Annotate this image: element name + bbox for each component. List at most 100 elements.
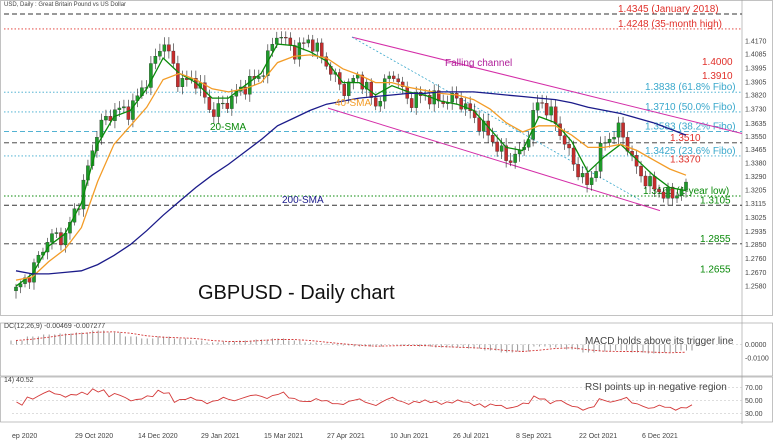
candle-body bbox=[27, 277, 32, 283]
candle-body bbox=[167, 44, 171, 52]
macd-signal-line bbox=[15, 331, 687, 354]
y-tick-label: 1.3115 bbox=[745, 201, 766, 208]
x-tick-label: 27 Apr 2021 bbox=[327, 433, 365, 440]
candle-body bbox=[225, 102, 230, 109]
candle-body bbox=[158, 51, 162, 57]
candle-body bbox=[567, 144, 571, 149]
x-tick-label: 6 Dec 2021 bbox=[642, 433, 678, 440]
candle-body bbox=[248, 76, 252, 95]
y-tick-label: 1.2760 bbox=[745, 256, 767, 263]
candle-body bbox=[508, 160, 513, 163]
candle-body bbox=[675, 195, 679, 199]
rsi-note: RSI points up in negative region bbox=[585, 382, 727, 393]
candle-body bbox=[261, 75, 266, 77]
rsi-tick-label: 70.00 bbox=[745, 385, 763, 392]
candle-body bbox=[589, 177, 594, 185]
x-tick-label: 26 Jul 2021 bbox=[453, 433, 489, 440]
candle-body bbox=[666, 186, 670, 199]
candle-body bbox=[257, 76, 261, 79]
x-tick-label: 10 Jun 2021 bbox=[390, 433, 429, 440]
candle-body bbox=[320, 42, 324, 57]
candle-body bbox=[131, 100, 135, 120]
y-tick-label: 1.3205 bbox=[745, 187, 767, 194]
candle-body bbox=[549, 106, 553, 116]
candle-body bbox=[176, 63, 180, 87]
chart-header: USD, Daily : Great Britain Pound vs US D… bbox=[4, 2, 127, 8]
candle-body bbox=[684, 181, 688, 191]
y-tick-label: 1.3465 bbox=[745, 147, 767, 154]
x-tick-label: ep 2020 bbox=[12, 433, 37, 440]
sma-line-200-sma bbox=[15, 91, 687, 275]
macd-tick-label: -0.0100 bbox=[745, 356, 769, 363]
candle-body bbox=[279, 37, 284, 39]
candle-body bbox=[311, 39, 315, 52]
level-label: 1.4000 bbox=[702, 57, 733, 68]
x-tick-label: 15 Mar 2021 bbox=[264, 433, 303, 440]
y-tick-label: 1.2935 bbox=[745, 229, 767, 236]
level-label: 1.4345 (January 2018) bbox=[618, 4, 719, 15]
candle-body bbox=[117, 107, 122, 110]
candle-body bbox=[387, 75, 391, 79]
candle-body bbox=[126, 106, 131, 120]
y-tick-label: 1.3905 bbox=[745, 79, 767, 86]
rsi-header: 14) 40.52 bbox=[4, 377, 34, 384]
y-tick-label: 1.3550 bbox=[745, 134, 767, 141]
candle-body bbox=[594, 171, 598, 179]
y-tick-label: 1.2580 bbox=[745, 284, 767, 291]
y-tick-label: 1.3995 bbox=[745, 65, 767, 72]
rsi-tick-label: 50.00 bbox=[745, 398, 763, 405]
candle-body bbox=[427, 94, 432, 105]
candle-body bbox=[149, 63, 153, 88]
y-tick-label: 1.3025 bbox=[745, 215, 767, 222]
sma-line-20-sma bbox=[15, 43, 687, 287]
level-label: 1.4248 (35-month high) bbox=[618, 19, 722, 30]
candle-body bbox=[585, 173, 589, 185]
level-label: 1.2855 bbox=[700, 234, 731, 245]
candle-body bbox=[342, 84, 347, 96]
candle-body bbox=[598, 143, 603, 172]
candle-body bbox=[643, 175, 648, 187]
candle-body bbox=[122, 106, 126, 109]
fibo-diagonal-line bbox=[351, 36, 641, 201]
candle-body bbox=[657, 189, 661, 193]
candle-body bbox=[347, 81, 351, 96]
candle-body bbox=[400, 81, 405, 87]
candle-body bbox=[540, 102, 544, 104]
rsi-line bbox=[16, 388, 693, 411]
candle-body bbox=[436, 90, 441, 102]
candle-body bbox=[243, 86, 248, 95]
y-tick-label: 1.3820 bbox=[745, 92, 767, 99]
candle-body bbox=[639, 166, 643, 177]
candle-body bbox=[50, 233, 54, 243]
candle-body bbox=[221, 102, 225, 105]
candle-body bbox=[562, 135, 567, 145]
level-label: 1.3838 (61.8% Fibo) bbox=[645, 82, 736, 93]
annotation-label: 40-SMA bbox=[335, 98, 371, 109]
candle-body bbox=[409, 98, 414, 108]
y-tick-label: 1.4170 bbox=[745, 38, 767, 45]
candle-body bbox=[396, 78, 400, 83]
level-label: 1.3583 (38.2% Fibo) bbox=[645, 122, 736, 133]
candle-body bbox=[612, 137, 616, 140]
candle-body bbox=[648, 176, 652, 187]
candle-body bbox=[499, 145, 504, 152]
candle-body bbox=[162, 44, 167, 52]
candle-body bbox=[607, 138, 612, 143]
x-tick-label: 22 Oct 2021 bbox=[579, 433, 617, 440]
candle-body bbox=[270, 44, 275, 51]
candle-body bbox=[468, 103, 472, 111]
candle-body bbox=[369, 81, 373, 98]
level-label: 1.3710 (50.0% Fibo) bbox=[645, 102, 736, 113]
rsi-tick-label: 30.00 bbox=[745, 411, 763, 418]
level-label: 1.2655 bbox=[700, 265, 731, 276]
candle-body bbox=[553, 106, 558, 124]
candle-body bbox=[450, 92, 454, 103]
candle-body bbox=[477, 117, 481, 132]
channel-upper-line bbox=[351, 36, 743, 135]
annotation-label: Falling channel bbox=[445, 58, 512, 69]
y-tick-label: 1.4085 bbox=[745, 52, 767, 59]
candle-body bbox=[513, 153, 517, 163]
candle-body bbox=[571, 147, 576, 165]
